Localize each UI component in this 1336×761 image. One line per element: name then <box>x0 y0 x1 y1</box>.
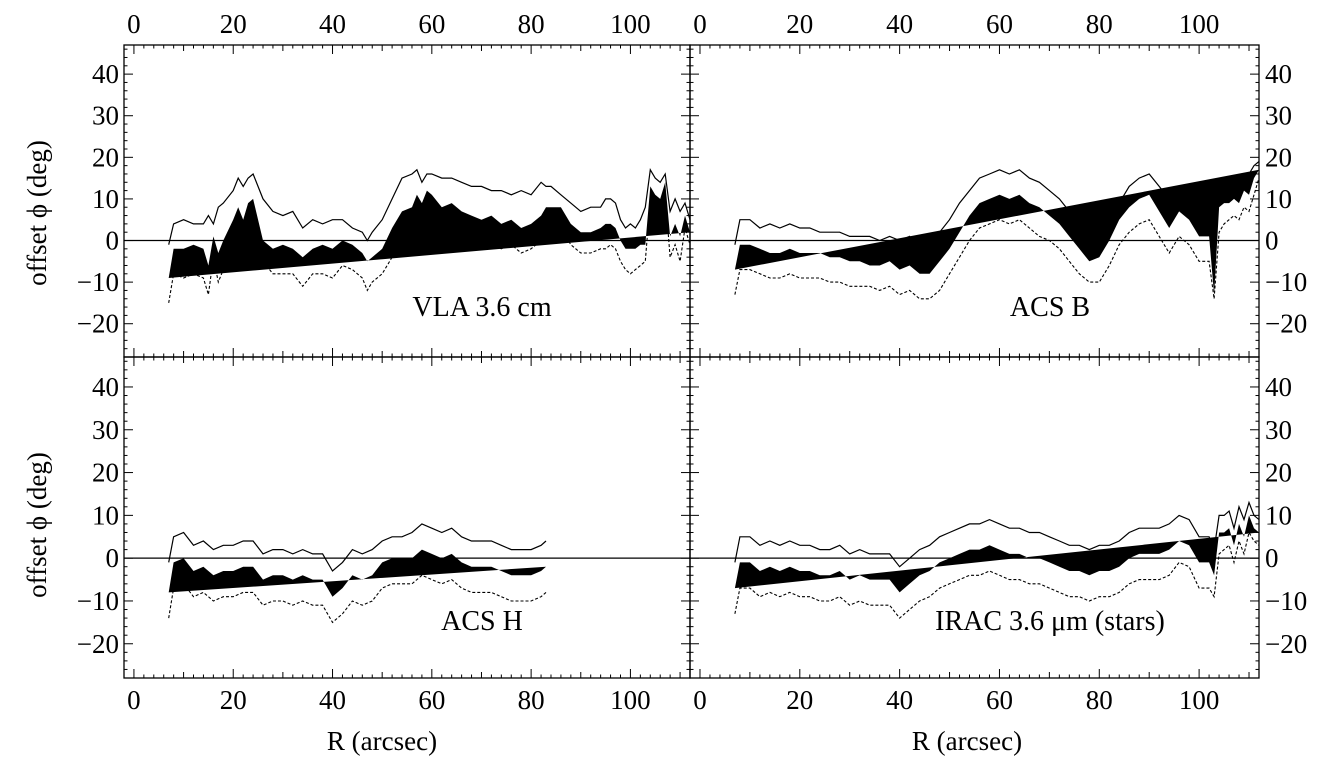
y-tick-label-right: 40 <box>1265 372 1292 402</box>
panel-label: IRAC 3.6 μm (stars) <box>935 606 1165 637</box>
series-offset-line <box>734 515 1259 593</box>
x-axis-title-right: R (arcsec) <box>912 726 1022 756</box>
y-tick-label-right: −20 <box>1265 629 1307 659</box>
x-tick-label-top: 100 <box>610 9 651 39</box>
y-tick-label-right: 0 <box>1265 226 1279 256</box>
x-tick-label-bottom: 100 <box>1179 685 1220 715</box>
y-tick-label-left: 30 <box>92 101 119 131</box>
x-tick-label-bottom: 20 <box>786 685 813 715</box>
series-lower-line <box>168 194 690 303</box>
series-offset-line <box>734 169 1259 295</box>
y-axis-title-bottom: offset ϕ (deg) <box>22 452 52 598</box>
x-tick-label-bottom: 40 <box>886 685 913 715</box>
y-tick-label-right: −10 <box>1265 267 1307 297</box>
y-tick-label-right: 20 <box>1265 142 1292 172</box>
y-tick-label-right: 10 <box>1265 184 1292 214</box>
x-tick-label-top: 80 <box>1086 9 1113 39</box>
y-tick-label-left: 10 <box>92 184 119 214</box>
y-tick-label-right: −20 <box>1265 309 1307 339</box>
series-upper-line <box>168 168 690 245</box>
series-lower-line <box>734 531 1259 619</box>
panel-label: VLA 3.6 cm <box>412 292 551 323</box>
x-tick-label-bottom: 40 <box>319 685 346 715</box>
y-tick-label-left: 0 <box>106 543 120 573</box>
x-tick-label-bottom: 60 <box>418 685 445 715</box>
plot-frame <box>123 356 691 679</box>
ticks <box>690 45 1260 357</box>
y-tick-label-right: 0 <box>1265 543 1279 573</box>
y-tick-label-left: 20 <box>92 458 119 488</box>
y-tick-label-right: 20 <box>1265 458 1292 488</box>
y-tick-label-left: 40 <box>92 59 119 89</box>
ticks <box>124 357 691 678</box>
x-tick-label-bottom: 100 <box>610 685 651 715</box>
x-tick-label-top: 20 <box>786 9 813 39</box>
x-tick-label-bottom: 80 <box>1086 685 1113 715</box>
plot-frame <box>689 356 1260 679</box>
ticks <box>690 357 1260 678</box>
x-tick-label-top: 80 <box>518 9 545 39</box>
y-tick-label-right: 30 <box>1265 415 1292 445</box>
y-tick-label-left: 0 <box>106 226 120 256</box>
x-tick-label-bottom: 20 <box>220 685 247 715</box>
panel-0: VLA 3.6 cm <box>123 44 691 358</box>
y-tick-label-right: −10 <box>1265 586 1307 616</box>
panel-3: IRAC 3.6 μm (stars) <box>689 356 1260 679</box>
series-offset-line <box>168 549 546 597</box>
y-tick-label-left: 30 <box>92 415 119 445</box>
x-tick-label-top: 40 <box>886 9 913 39</box>
y-tick-label-left: 10 <box>92 500 119 530</box>
y-tick-label-left: −10 <box>77 267 119 297</box>
y-tick-label-left: −10 <box>77 586 119 616</box>
x-axis-title-left: R (arcsec) <box>327 726 437 756</box>
x-tick-label-bottom: 0 <box>693 685 707 715</box>
x-tick-label-top: 60 <box>418 9 445 39</box>
panel-label: ACS B <box>1010 292 1090 323</box>
x-tick-label-top: 100 <box>1179 9 1220 39</box>
x-tick-label-top: 40 <box>319 9 346 39</box>
panel-label: ACS H <box>441 606 523 637</box>
y-tick-label-left: −20 <box>77 309 119 339</box>
x-tick-label-top: 0 <box>693 9 707 39</box>
x-tick-label-top: 60 <box>986 9 1013 39</box>
series-lower-line <box>168 574 547 624</box>
axes: 0020204040606080801001000020204040606080… <box>77 9 1307 715</box>
panels: VLA 3.6 cm ACS B ACS H IRAC 3.6 μm (stars) <box>123 44 1260 679</box>
panel-2: ACS H <box>123 356 691 679</box>
y-tick-label-left: 40 <box>92 372 119 402</box>
y-tick-label-right: 10 <box>1265 500 1292 530</box>
x-tick-label-top: 20 <box>220 9 247 39</box>
series-upper-line <box>168 523 547 572</box>
panel-1: ACS B <box>689 44 1260 358</box>
x-tick-label-bottom: 0 <box>127 685 141 715</box>
x-tick-label-bottom: 80 <box>518 685 545 715</box>
y-tick-label-left: 20 <box>92 142 119 172</box>
series-offset-line <box>168 182 690 278</box>
x-tick-label-top: 0 <box>127 9 141 39</box>
x-tick-label-bottom: 60 <box>986 685 1013 715</box>
y-tick-label-right: 30 <box>1265 101 1292 131</box>
y-tick-label-left: −20 <box>77 629 119 659</box>
y-axis-title-top: offset ϕ (deg) <box>22 140 52 286</box>
ticks <box>124 45 691 357</box>
series-lower-line <box>734 177 1259 300</box>
plot-frame <box>123 44 691 358</box>
y-tick-label-right: 40 <box>1265 59 1292 89</box>
